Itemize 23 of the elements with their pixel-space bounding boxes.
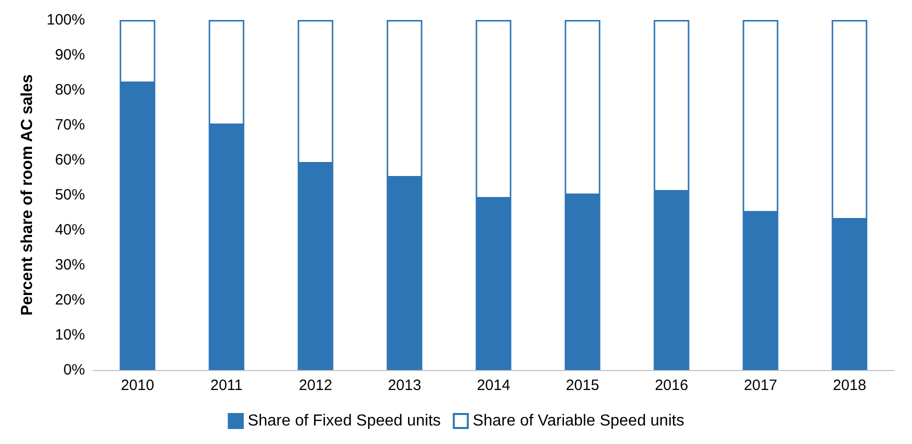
x-tick-label: 2017: [744, 377, 778, 394]
x-tick-label: 2012: [298, 377, 332, 394]
y-axis-title: Percent share of room AC sales: [19, 74, 36, 316]
legend-label: Share of Variable Speed units: [472, 412, 684, 430]
x-tick-label: 2018: [832, 377, 866, 394]
y-tick-label: 70%: [54, 116, 85, 134]
y-tick-label: 0%: [63, 362, 85, 378]
y-tick-label: 10%: [54, 326, 85, 344]
x-tick-label: 2010: [120, 377, 154, 394]
x-tick-label: 2013: [388, 377, 422, 394]
y-tick-label: 90%: [54, 46, 85, 64]
legend-label: Share of Fixed Speed units: [248, 412, 441, 430]
y-tick-label: 60%: [54, 152, 85, 168]
x-tick-label: 2015: [566, 377, 600, 394]
x-tick-label: 2014: [476, 377, 510, 394]
y-tick-label: 100%: [46, 12, 85, 28]
x-tick-label: 2011: [210, 377, 243, 394]
y-tick-label: 40%: [54, 222, 85, 238]
y-tick-label: 30%: [54, 256, 85, 274]
x-tick-label: 2016: [654, 377, 688, 394]
y-tick-label: 50%: [54, 186, 85, 204]
y-tick-label: 80%: [54, 82, 85, 98]
y-tick-label: 20%: [54, 292, 85, 308]
